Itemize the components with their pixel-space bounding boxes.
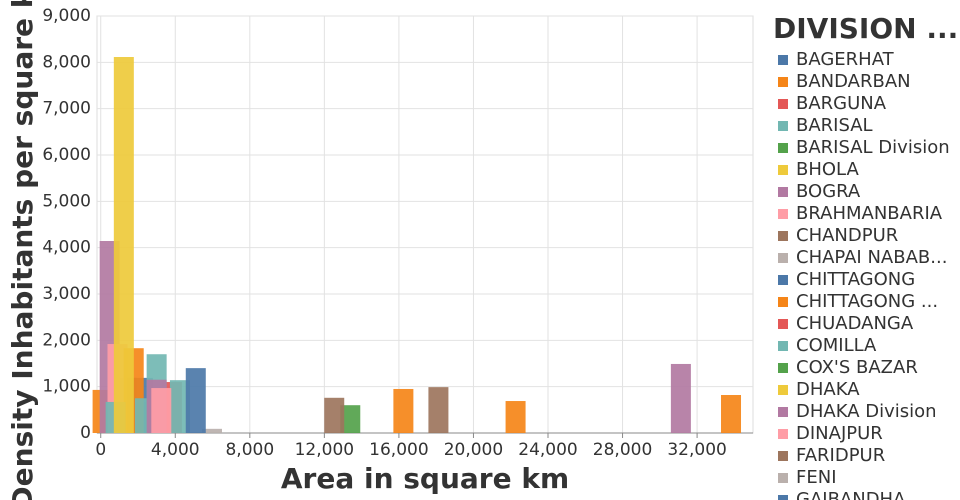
x-tick-label: 4,000 <box>151 440 200 460</box>
legend-label: BARISAL Division <box>796 137 950 158</box>
bar <box>428 387 449 433</box>
legend-label: BAGERHAT <box>796 49 895 70</box>
legend-swatch <box>778 209 788 219</box>
legend-label: CHANDPUR <box>796 225 898 246</box>
x-tick-label: 16,000 <box>369 440 428 460</box>
y-tick-label: 8,000 <box>42 52 91 72</box>
legend-label: FENI <box>796 467 837 488</box>
y-tick-label: 3,000 <box>42 284 91 304</box>
y-tick-label: 0 <box>80 423 91 443</box>
legend-label: CHITTAGONG ... <box>796 291 938 312</box>
legend-label: BOGRA <box>796 181 861 202</box>
y-tick-label: 6,000 <box>42 145 91 165</box>
x-tick-label: 12,000 <box>295 440 354 460</box>
y-tick-label: 1,000 <box>42 377 91 397</box>
legend-swatch <box>778 165 788 175</box>
legend-swatch <box>778 231 788 241</box>
legend-label: BANDARBAN <box>796 71 911 92</box>
bar <box>721 395 742 433</box>
legend-label: FARIDPUR <box>796 445 885 466</box>
legend-label: BARGUNA <box>796 93 887 114</box>
legend-swatch <box>778 253 788 263</box>
legend-label: DHAKA Division <box>796 401 937 422</box>
legend-label: CHITTAGONG <box>796 269 915 290</box>
x-tick-label: 32,000 <box>667 440 726 460</box>
legend-label: GAIBANDHA <box>796 489 906 500</box>
legend-swatch <box>778 319 788 329</box>
y-tick-label: 5,000 <box>42 191 91 211</box>
bar <box>393 388 414 433</box>
legend-swatch <box>778 495 788 500</box>
legend-swatch <box>778 121 788 131</box>
legend-swatch <box>778 385 788 395</box>
x-tick-label: 0 <box>95 440 106 460</box>
legend-label: BRAHMANBARIA <box>796 203 943 224</box>
y-tick-label: 9,000 <box>42 6 91 26</box>
legend-swatch <box>778 99 788 109</box>
bar <box>185 368 206 433</box>
legend-title: DIVISION ... <box>773 12 958 45</box>
legend-label: BHOLA <box>796 159 859 180</box>
legend-swatch <box>778 341 788 351</box>
y-tick-label: 2,000 <box>42 330 91 350</box>
legend-label: CHAPAI NABAB... <box>796 247 947 268</box>
x-tick-label: 28,000 <box>593 440 652 460</box>
legend-swatch <box>778 77 788 87</box>
y-axis-title: Density Inhabitants per square km <box>6 0 39 500</box>
bar <box>505 401 526 433</box>
legend-swatch <box>778 407 788 417</box>
bar <box>151 388 172 433</box>
legend-swatch <box>778 363 788 373</box>
legend-label: DHAKA <box>796 379 860 400</box>
bar <box>670 363 691 433</box>
legend-label: COX'S BAZAR <box>796 357 918 378</box>
x-tick-label: 8,000 <box>225 440 274 460</box>
legend-label: CHUADANGA <box>796 313 914 334</box>
legend-swatch <box>778 297 788 307</box>
x-tick-label: 24,000 <box>518 440 577 460</box>
bar <box>324 397 345 433</box>
y-tick-label: 7,000 <box>42 99 91 119</box>
legend-label: COMILLA <box>796 335 877 356</box>
legend-label: BARISAL <box>796 115 873 136</box>
bar <box>201 428 222 433</box>
bar <box>113 57 134 433</box>
legend-swatch <box>778 275 788 285</box>
legend-swatch <box>778 55 788 65</box>
bar <box>340 405 361 433</box>
legend-swatch <box>778 429 788 439</box>
legend-swatch <box>778 473 788 483</box>
legend-swatch <box>778 143 788 153</box>
bar <box>169 380 190 433</box>
x-tick-label: 20,000 <box>444 440 503 460</box>
y-tick-label: 4,000 <box>42 238 91 258</box>
legend-label: DINAJPUR <box>796 423 883 444</box>
x-axis-title: Area in square km <box>281 462 569 495</box>
legend-swatch <box>778 451 788 461</box>
legend-swatch <box>778 187 788 197</box>
